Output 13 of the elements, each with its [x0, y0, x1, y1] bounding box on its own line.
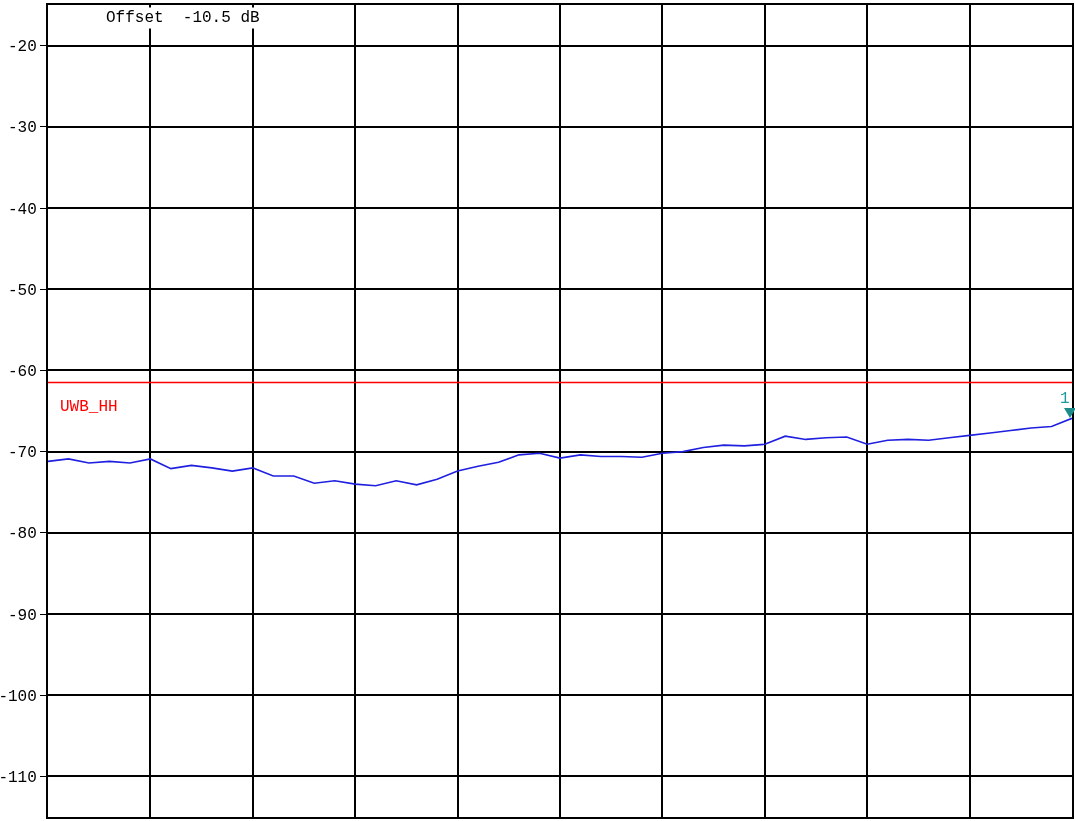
y-tick-label: -100 [0, 687, 37, 706]
y-tick-label: -60 [7, 363, 37, 381]
y-tick-label: -110 [0, 769, 37, 787]
y-tick-label: -40 [7, 200, 37, 219]
y-tick-label: -80 [7, 525, 37, 544]
y-tick-label: -50 [7, 281, 37, 300]
y-tick-label: -90 [7, 606, 37, 625]
annotation: 1 [1060, 390, 1070, 408]
annotation: Offset -10.5 dB [106, 9, 260, 27]
y-tick-label: -20 [7, 38, 37, 57]
y-tick-label: -70 [7, 444, 37, 463]
y-tick-label: -30 [7, 119, 37, 138]
ref-line-label: UWB_HH [60, 398, 118, 416]
